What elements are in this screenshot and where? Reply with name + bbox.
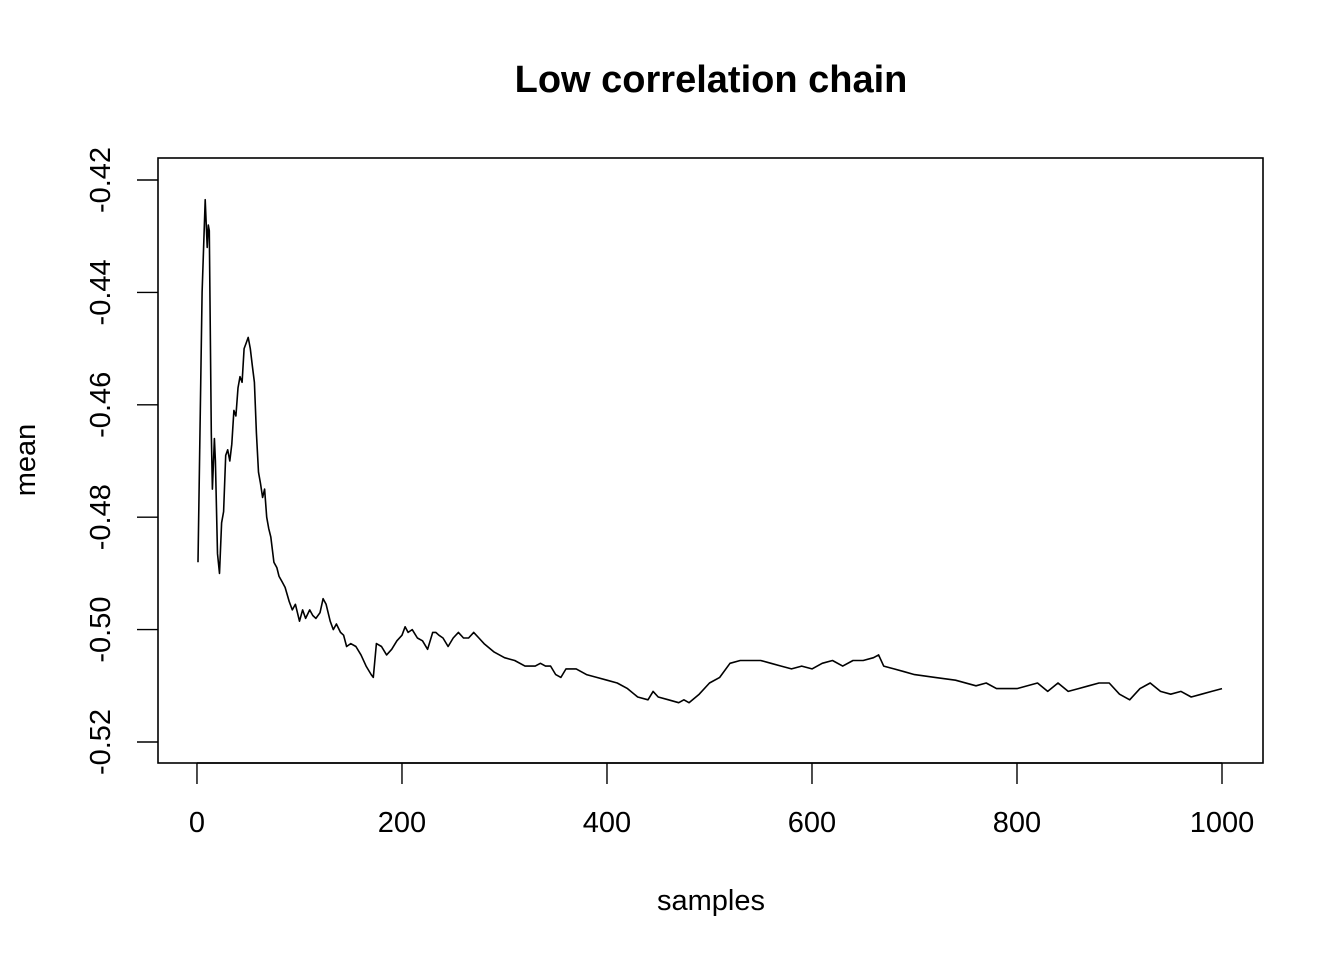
plot-area-border xyxy=(157,157,1264,764)
x-tick-label: 400 xyxy=(583,807,631,839)
y-tick-label: -0.44 xyxy=(85,259,117,325)
x-axis-label: samples xyxy=(657,885,765,917)
x-axis: 0 200 400 600 800 1000 xyxy=(189,762,1255,839)
x-tick-label: 1000 xyxy=(1190,807,1255,839)
x-tick-label: 800 xyxy=(993,807,1041,839)
x-tick-label: 0 xyxy=(189,807,205,839)
x-tick-label: 200 xyxy=(378,807,426,839)
y-axis-label: mean xyxy=(10,424,42,497)
y-tick-label: -0.50 xyxy=(85,597,117,663)
y-tick-label: -0.46 xyxy=(85,372,117,438)
y-tick-label: -0.48 xyxy=(85,484,117,550)
y-tick-label: -0.52 xyxy=(85,709,117,775)
y-axis: -0.52 -0.50 -0.48 -0.46 -0.44 -0.42 xyxy=(85,147,158,775)
x-tick-label: 600 xyxy=(788,807,836,839)
y-tick-label: -0.42 xyxy=(85,147,117,213)
series-line xyxy=(197,198,1223,704)
chart-title: Low correlation chain xyxy=(515,59,908,101)
